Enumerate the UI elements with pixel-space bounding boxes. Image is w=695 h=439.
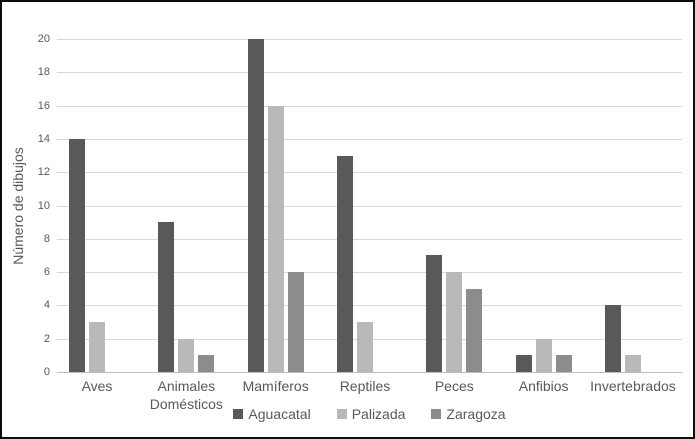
legend-swatch-icon xyxy=(336,409,347,419)
gridline xyxy=(57,39,682,40)
bar-aguacatal-1 xyxy=(69,138,85,372)
gridline xyxy=(57,105,682,107)
legend-label: Palizada xyxy=(351,406,406,422)
gridline xyxy=(57,238,682,240)
bar-zaragoza-6 xyxy=(555,355,572,372)
gridline xyxy=(57,272,682,274)
legend-swatch-icon xyxy=(233,409,244,419)
bar-aguacatal-4 xyxy=(336,155,353,372)
legend-label: Zaragoza xyxy=(446,406,506,422)
x-category-label: Reptiles xyxy=(339,378,391,394)
chart-legend: Aguacatal Palizada Zaragoza xyxy=(57,406,682,422)
x-category-label: Mamíferos xyxy=(242,378,309,394)
x-axis-line xyxy=(57,372,682,373)
legend-item-zaragoza: Zaragoza xyxy=(431,406,506,422)
x-category-label: Animales Domésticos xyxy=(149,378,223,412)
x-category-label: Invertebrados xyxy=(590,378,676,394)
bar-palizada-1 xyxy=(89,322,105,372)
gridline xyxy=(57,72,682,74)
bar-palizada-2 xyxy=(178,338,195,372)
y-tick-label: 4 xyxy=(43,299,50,312)
x-category-label: Aves xyxy=(81,378,113,394)
y-tick-label: 20 xyxy=(37,33,50,45)
y-tick-label: 2 xyxy=(43,332,50,345)
bar-palizada-3 xyxy=(267,105,284,372)
bar-palizada-4 xyxy=(356,322,373,372)
legend-item-aguacatal: Aguacatal xyxy=(233,406,311,422)
y-tick-label: 0 xyxy=(43,366,50,378)
y-tick-label: 14 xyxy=(37,132,50,145)
bar-zaragoza-5 xyxy=(466,288,483,372)
legend-item-palizada: Palizada xyxy=(336,406,406,422)
bar-aguacatal-3 xyxy=(247,39,264,372)
y-tick-label: 8 xyxy=(43,232,50,245)
bar-zaragoza-2 xyxy=(198,355,215,372)
gridline xyxy=(57,138,682,140)
bar-aguacatal-6 xyxy=(515,355,532,372)
gridline xyxy=(57,172,682,174)
y-tick-label: 12 xyxy=(37,166,50,179)
y-tick-label: 6 xyxy=(43,266,50,279)
bar-aguacatal-7 xyxy=(604,305,621,372)
legend-swatch-icon xyxy=(431,409,442,419)
bar-palizada-5 xyxy=(446,272,463,372)
bar-aguacatal-5 xyxy=(426,255,443,372)
x-category-label: Peces xyxy=(434,378,474,394)
bar-palizada-7 xyxy=(624,355,641,372)
bar-aguacatal-2 xyxy=(158,222,175,372)
y-tick-label: 16 xyxy=(37,99,50,112)
gridline xyxy=(57,305,682,307)
x-category-label: Anfibios xyxy=(518,378,569,394)
y-tick-label: 10 xyxy=(37,199,50,212)
legend-label: Aguacatal xyxy=(248,406,311,422)
bar-zaragoza-3 xyxy=(287,272,304,372)
gridline xyxy=(57,205,682,207)
y-tick-label: 18 xyxy=(37,66,50,79)
bar-palizada-6 xyxy=(535,338,552,372)
